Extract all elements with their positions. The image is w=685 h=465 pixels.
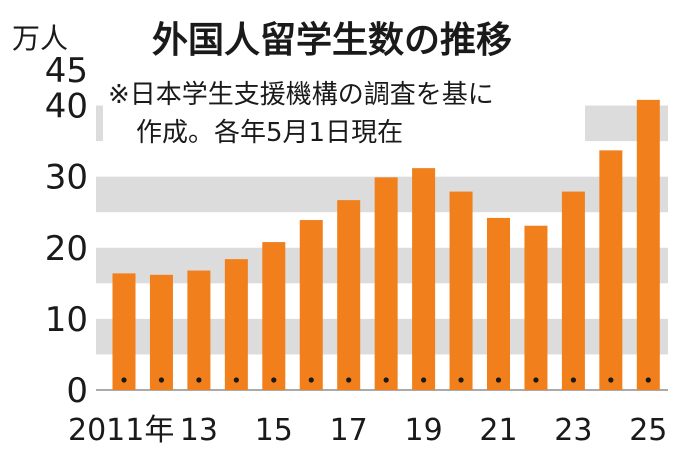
bars [112,99,660,390]
bar-marker-2023 [570,377,577,383]
x-tick-label: 17 [330,413,368,448]
bar-2024 [599,150,623,390]
bar-2025 [636,99,660,390]
bar-2019 [412,168,436,390]
bar-2011 [112,273,136,390]
bar-2020 [449,191,473,390]
bar-marker-2017 [346,377,352,383]
note-line-1: ※日本学生支援機構の調査を基に [108,80,494,110]
bar-2023 [561,191,585,390]
bar-marker-2011 [121,377,127,383]
bar-2016 [299,220,323,390]
bar-marker-2020 [458,377,464,383]
bar-marker-2024 [608,377,614,383]
x-tick-label: 21 [479,413,517,448]
bar-marker-2014 [233,377,239,383]
y-tick-label: 0 [66,371,88,411]
x-tick-label: 2011年 [68,413,174,448]
bar-2015 [262,242,286,390]
note-line-2: 作成。各年5月1日現在 [136,118,403,148]
x-tick-label: 23 [554,413,592,448]
bar-2017 [337,200,361,390]
x-tick-label: 15 [255,413,293,448]
chart-title: 外国人留学生数の推移 [152,19,512,61]
y-tick-label: 40 [45,87,88,127]
bar-marker-2025 [645,377,651,383]
bar-marker-2018 [383,377,389,383]
bar-2014 [224,259,248,390]
bar-marker-2019 [421,377,427,383]
x-tick-labels: 2011年 13 15 17 19 21 23 25 [68,413,667,448]
bar-marker-2012 [158,377,165,383]
bar-marker-2022 [533,377,539,383]
bar-2012 [149,274,173,390]
bar-marker-2016 [308,377,314,383]
x-tick-label: 25 [629,413,667,448]
unit-label: 万人 [12,22,68,55]
y-tick-label: 10 [45,300,88,340]
note-background [103,72,585,152]
bar-2022 [524,225,548,390]
bar-2013 [187,270,211,390]
bar-2021 [487,217,510,390]
y-tick-label: 45 [45,51,88,91]
bar-marker-2021 [495,377,502,383]
y-tick-label: 20 [45,229,88,269]
y-tick-label: 30 [45,158,88,198]
bar-marker-2013 [196,377,202,383]
bar-2018 [374,177,398,390]
bar-marker-2015 [271,377,277,383]
x-tick-label: 13 [180,413,218,448]
x-tick-label: 19 [405,413,443,448]
